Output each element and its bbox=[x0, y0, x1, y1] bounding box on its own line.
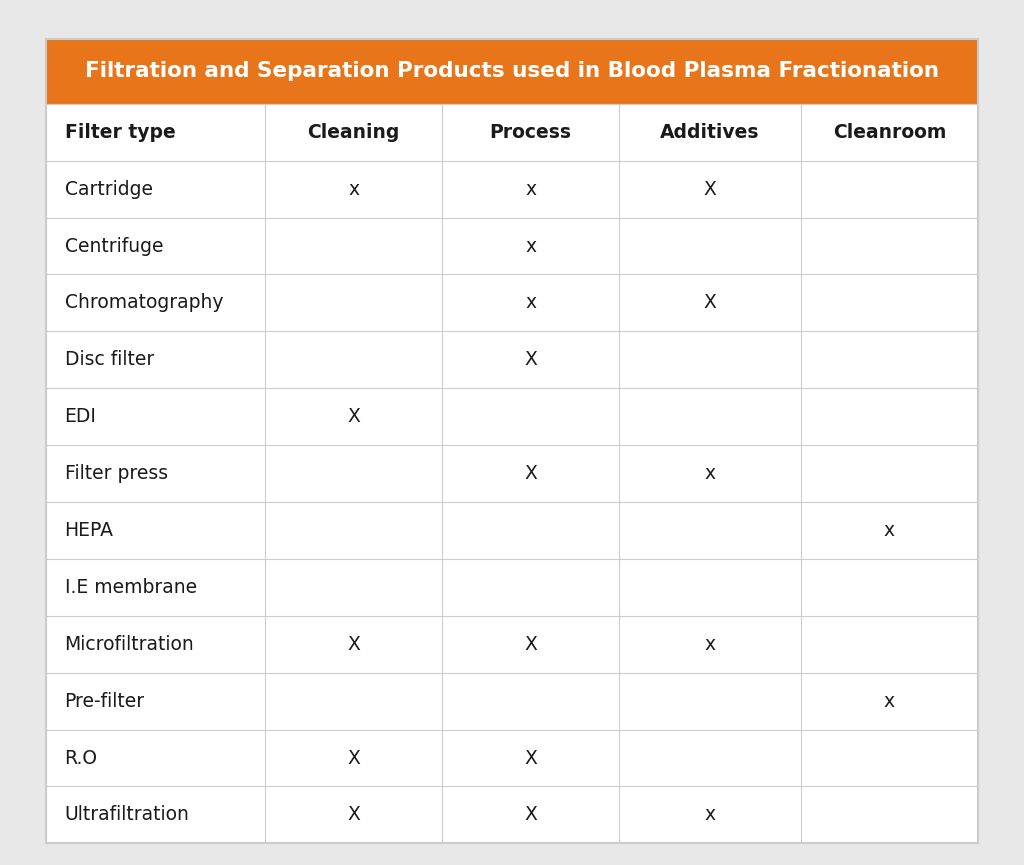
Text: HEPA: HEPA bbox=[65, 521, 114, 540]
Text: x: x bbox=[705, 465, 716, 483]
Text: Pre-filter: Pre-filter bbox=[65, 692, 144, 711]
Text: EDI: EDI bbox=[65, 407, 96, 426]
Text: Cartridge: Cartridge bbox=[65, 180, 153, 199]
Text: Filtration and Separation Products used in Blood Plasma Fractionation: Filtration and Separation Products used … bbox=[85, 61, 939, 81]
Text: x: x bbox=[705, 635, 716, 654]
Text: x: x bbox=[348, 180, 359, 199]
Text: Filter type: Filter type bbox=[65, 123, 175, 142]
Text: Chromatography: Chromatography bbox=[65, 293, 223, 312]
Text: R.O: R.O bbox=[65, 748, 97, 767]
Text: X: X bbox=[347, 635, 360, 654]
Text: x: x bbox=[525, 236, 537, 255]
Text: X: X bbox=[524, 350, 537, 369]
Text: Centrifuge: Centrifuge bbox=[65, 236, 163, 255]
Text: I.E membrane: I.E membrane bbox=[65, 578, 197, 597]
Text: Cleaning: Cleaning bbox=[307, 123, 399, 142]
Text: X: X bbox=[524, 748, 537, 767]
Text: Additives: Additives bbox=[660, 123, 760, 142]
Text: X: X bbox=[347, 407, 360, 426]
Text: x: x bbox=[884, 692, 895, 711]
Text: Process: Process bbox=[489, 123, 571, 142]
Bar bbox=[46, 39, 978, 104]
Text: Cleanroom: Cleanroom bbox=[833, 123, 946, 142]
Text: X: X bbox=[524, 805, 537, 824]
Text: x: x bbox=[884, 521, 895, 540]
Text: X: X bbox=[347, 805, 360, 824]
Text: x: x bbox=[525, 180, 537, 199]
Text: x: x bbox=[525, 293, 537, 312]
Text: Ultrafiltration: Ultrafiltration bbox=[65, 805, 189, 824]
Text: X: X bbox=[524, 635, 537, 654]
Text: X: X bbox=[347, 748, 360, 767]
Text: Microfiltration: Microfiltration bbox=[65, 635, 195, 654]
Text: X: X bbox=[524, 465, 537, 483]
Text: x: x bbox=[705, 805, 716, 824]
Text: X: X bbox=[703, 293, 717, 312]
Text: Disc filter: Disc filter bbox=[65, 350, 154, 369]
Text: X: X bbox=[703, 180, 717, 199]
Text: Filter press: Filter press bbox=[65, 465, 168, 483]
